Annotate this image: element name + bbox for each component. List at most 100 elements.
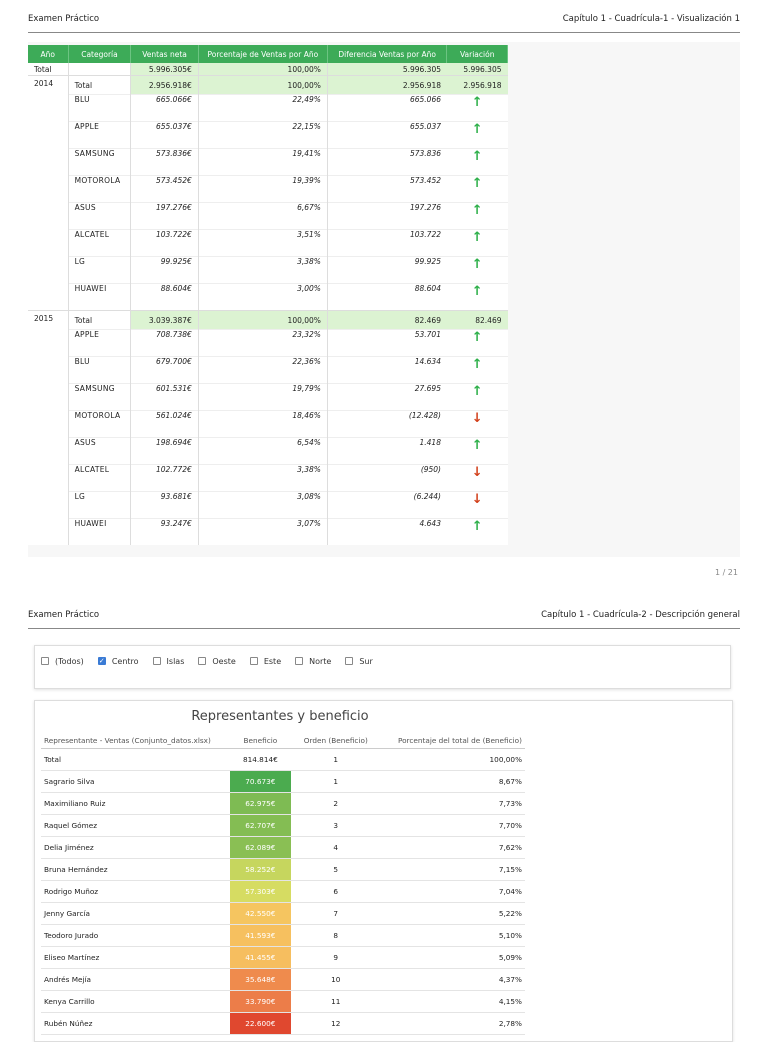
orden-cell: 11 [290, 990, 381, 1013]
filter-label: Oeste [212, 656, 236, 666]
category-cell: Total [68, 310, 132, 330]
year-cell: 2015 [28, 310, 69, 545]
pct-cell: 100,00% [198, 63, 328, 76]
checkbox-icon[interactable] [198, 657, 207, 665]
ventas-cell: 197.276€ [130, 202, 199, 230]
col-header: Categoría [68, 45, 132, 63]
checkbox-checked-icon[interactable]: ✓ [97, 657, 106, 665]
table-row: Teodoro Jurado 41.593€ 8 5,10% [41, 924, 525, 947]
table-row: SAMSUNG 601.531€ 19,79% 27.695 ↑ [28, 383, 508, 411]
table-row: Eliseo Martínez 41.455€ 9 5,09% [41, 946, 525, 969]
pct-cell: 19,79% [198, 383, 328, 411]
diff-cell: 1.418 [327, 437, 447, 465]
diff-cell: 4.643 [327, 518, 447, 545]
table-row: ASUS 197.276€ 6,67% 197.276 ↑ [28, 202, 508, 230]
arrow-up-icon: ↑ [446, 329, 508, 357]
orden-cell: 1 [290, 748, 381, 771]
checkbox-icon[interactable] [41, 657, 49, 665]
filter-option[interactable]: Islas [152, 656, 185, 666]
beneficio-cell: 42.550€ [230, 902, 291, 925]
arrow-up-icon: ↑ [446, 175, 508, 203]
diff-cell: 573.836 [327, 148, 447, 176]
pct-cell: 23,32% [198, 329, 328, 357]
section-title: Capítulo 1 - Cuadrícula-2 - Descripción … [541, 610, 740, 620]
table-row: Bruna Hernández 58.252€ 5 7,15% [41, 858, 525, 881]
filter-label: (Todos) [55, 656, 84, 666]
table-row: Sagrario Silva 70.673€ 1 8,67% [41, 770, 525, 793]
ventas-cell: 3.039.387€ [130, 310, 199, 330]
checkbox-icon[interactable] [249, 657, 258, 665]
table-row: Rodrigo Muñoz 57.303€ 6 7,04% [41, 880, 525, 903]
doc-title: Examen Práctico [28, 14, 100, 24]
table-row: Delia Jiménez 62.089€ 4 7,62% [41, 836, 525, 859]
arrow-up-icon: ↑ [446, 283, 508, 311]
arrow-down-icon: ↓ [446, 410, 508, 438]
pct-cell: 4,37% [380, 968, 525, 991]
pct-cell: 18,46% [198, 410, 328, 438]
category-cell: ASUS [68, 202, 132, 230]
category-cell: ASUS [68, 437, 132, 465]
region-filter: (Todos) ✓ Centro Islas Oeste Este Norte Sur [34, 645, 731, 689]
table-row: SAMSUNG 573.836€ 19,41% 573.836 ↑ [28, 148, 508, 176]
filter-option[interactable]: ✓ Centro [97, 657, 139, 666]
col-header: Porcentaje de Ventas por Año [198, 45, 328, 63]
table-row: Raquel Gómez 62.707€ 3 7,70% [41, 814, 525, 837]
category-cell [68, 63, 132, 76]
name-cell: Sagrario Silva [41, 770, 231, 793]
ventas-cell: 601.531€ [130, 383, 199, 411]
col-header: Diferencia Ventas por Año [327, 45, 448, 63]
col-header: Ventas neta [130, 45, 199, 63]
table-row: LG 99.925€ 3,38% 99.925 ↑ [28, 256, 508, 284]
filter-option[interactable]: Sur [345, 657, 373, 666]
name-cell: Rodrigo Muñoz [41, 880, 231, 903]
name-cell: Total [41, 748, 231, 771]
col-header: Beneficio [230, 732, 291, 749]
ventas-cell: 573.836€ [130, 148, 199, 176]
checkbox-icon[interactable] [152, 657, 161, 665]
filter-option[interactable]: Norte [295, 657, 331, 666]
table-row: BLU 679.700€ 22,36% 14.634 ↑ [28, 356, 508, 384]
filter-option[interactable]: (Todos) [41, 657, 84, 666]
category-cell: APPLE [68, 329, 132, 357]
beneficio-cell: 58.252€ [230, 858, 291, 881]
ventas-cell: 103.722€ [130, 229, 199, 257]
diff-cell: 573.452 [327, 175, 447, 203]
variation-cell: 82.469 [446, 310, 508, 330]
table-row: APPLE 655.037€ 22,15% 655.037 ↑ [28, 121, 508, 149]
year-cell: Total [28, 63, 69, 76]
name-cell: Eliseo Martínez [41, 946, 231, 969]
checkbox-icon[interactable] [295, 657, 304, 665]
table-row: Kenya Carrillo 33.790€ 11 4,15% [41, 990, 525, 1013]
diff-cell: (12.428) [327, 410, 447, 438]
checkbox-icon[interactable] [345, 657, 354, 665]
beneficio-cell: 33.790€ [230, 990, 291, 1013]
col-header: Representante - Ventas (Conjunto_datos.x… [41, 732, 231, 749]
ventas-cell: 102.772€ [130, 464, 199, 492]
diff-cell: (6.244) [327, 491, 447, 519]
beneficio-cell: 70.673€ [230, 770, 291, 793]
orden-cell: 4 [290, 836, 381, 859]
orden-cell: 6 [290, 880, 381, 903]
beneficio-cell: 62.975€ [230, 792, 291, 815]
diff-cell: 5.996.305 [327, 63, 447, 76]
arrow-down-icon: ↓ [446, 491, 508, 519]
category-cell: HUAWEI [68, 283, 132, 311]
section-title: Capítulo 1 - Cuadrícula-1 - Visualizació… [562, 14, 740, 24]
filter-option[interactable]: Este [249, 657, 281, 666]
table-row: Andrés Mejía 35.648€ 10 4,37% [41, 968, 525, 991]
pct-cell: 3,00% [198, 283, 328, 311]
filter-label: Islas [166, 656, 185, 666]
representatives-table: Representante - Ventas (Conjunto_datos.x… [41, 732, 525, 1035]
name-cell: Andrés Mejía [41, 968, 231, 991]
orden-cell: 1 [290, 770, 381, 793]
table-row: LG 93.681€ 3,08% (6.244) ↓ [28, 491, 508, 519]
pct-cell: 3,38% [198, 256, 328, 284]
filter-option[interactable]: Oeste [198, 656, 236, 666]
pct-cell: 4,15% [380, 990, 525, 1013]
total-row: Total 814.814€ 1 100,00% [41, 748, 525, 771]
pct-cell: 7,15% [380, 858, 525, 881]
arrow-up-icon: ↑ [446, 256, 508, 284]
arrow-up-icon: ↑ [446, 229, 508, 257]
orden-cell: 7 [290, 902, 381, 925]
category-cell: SAMSUNG [68, 148, 132, 176]
